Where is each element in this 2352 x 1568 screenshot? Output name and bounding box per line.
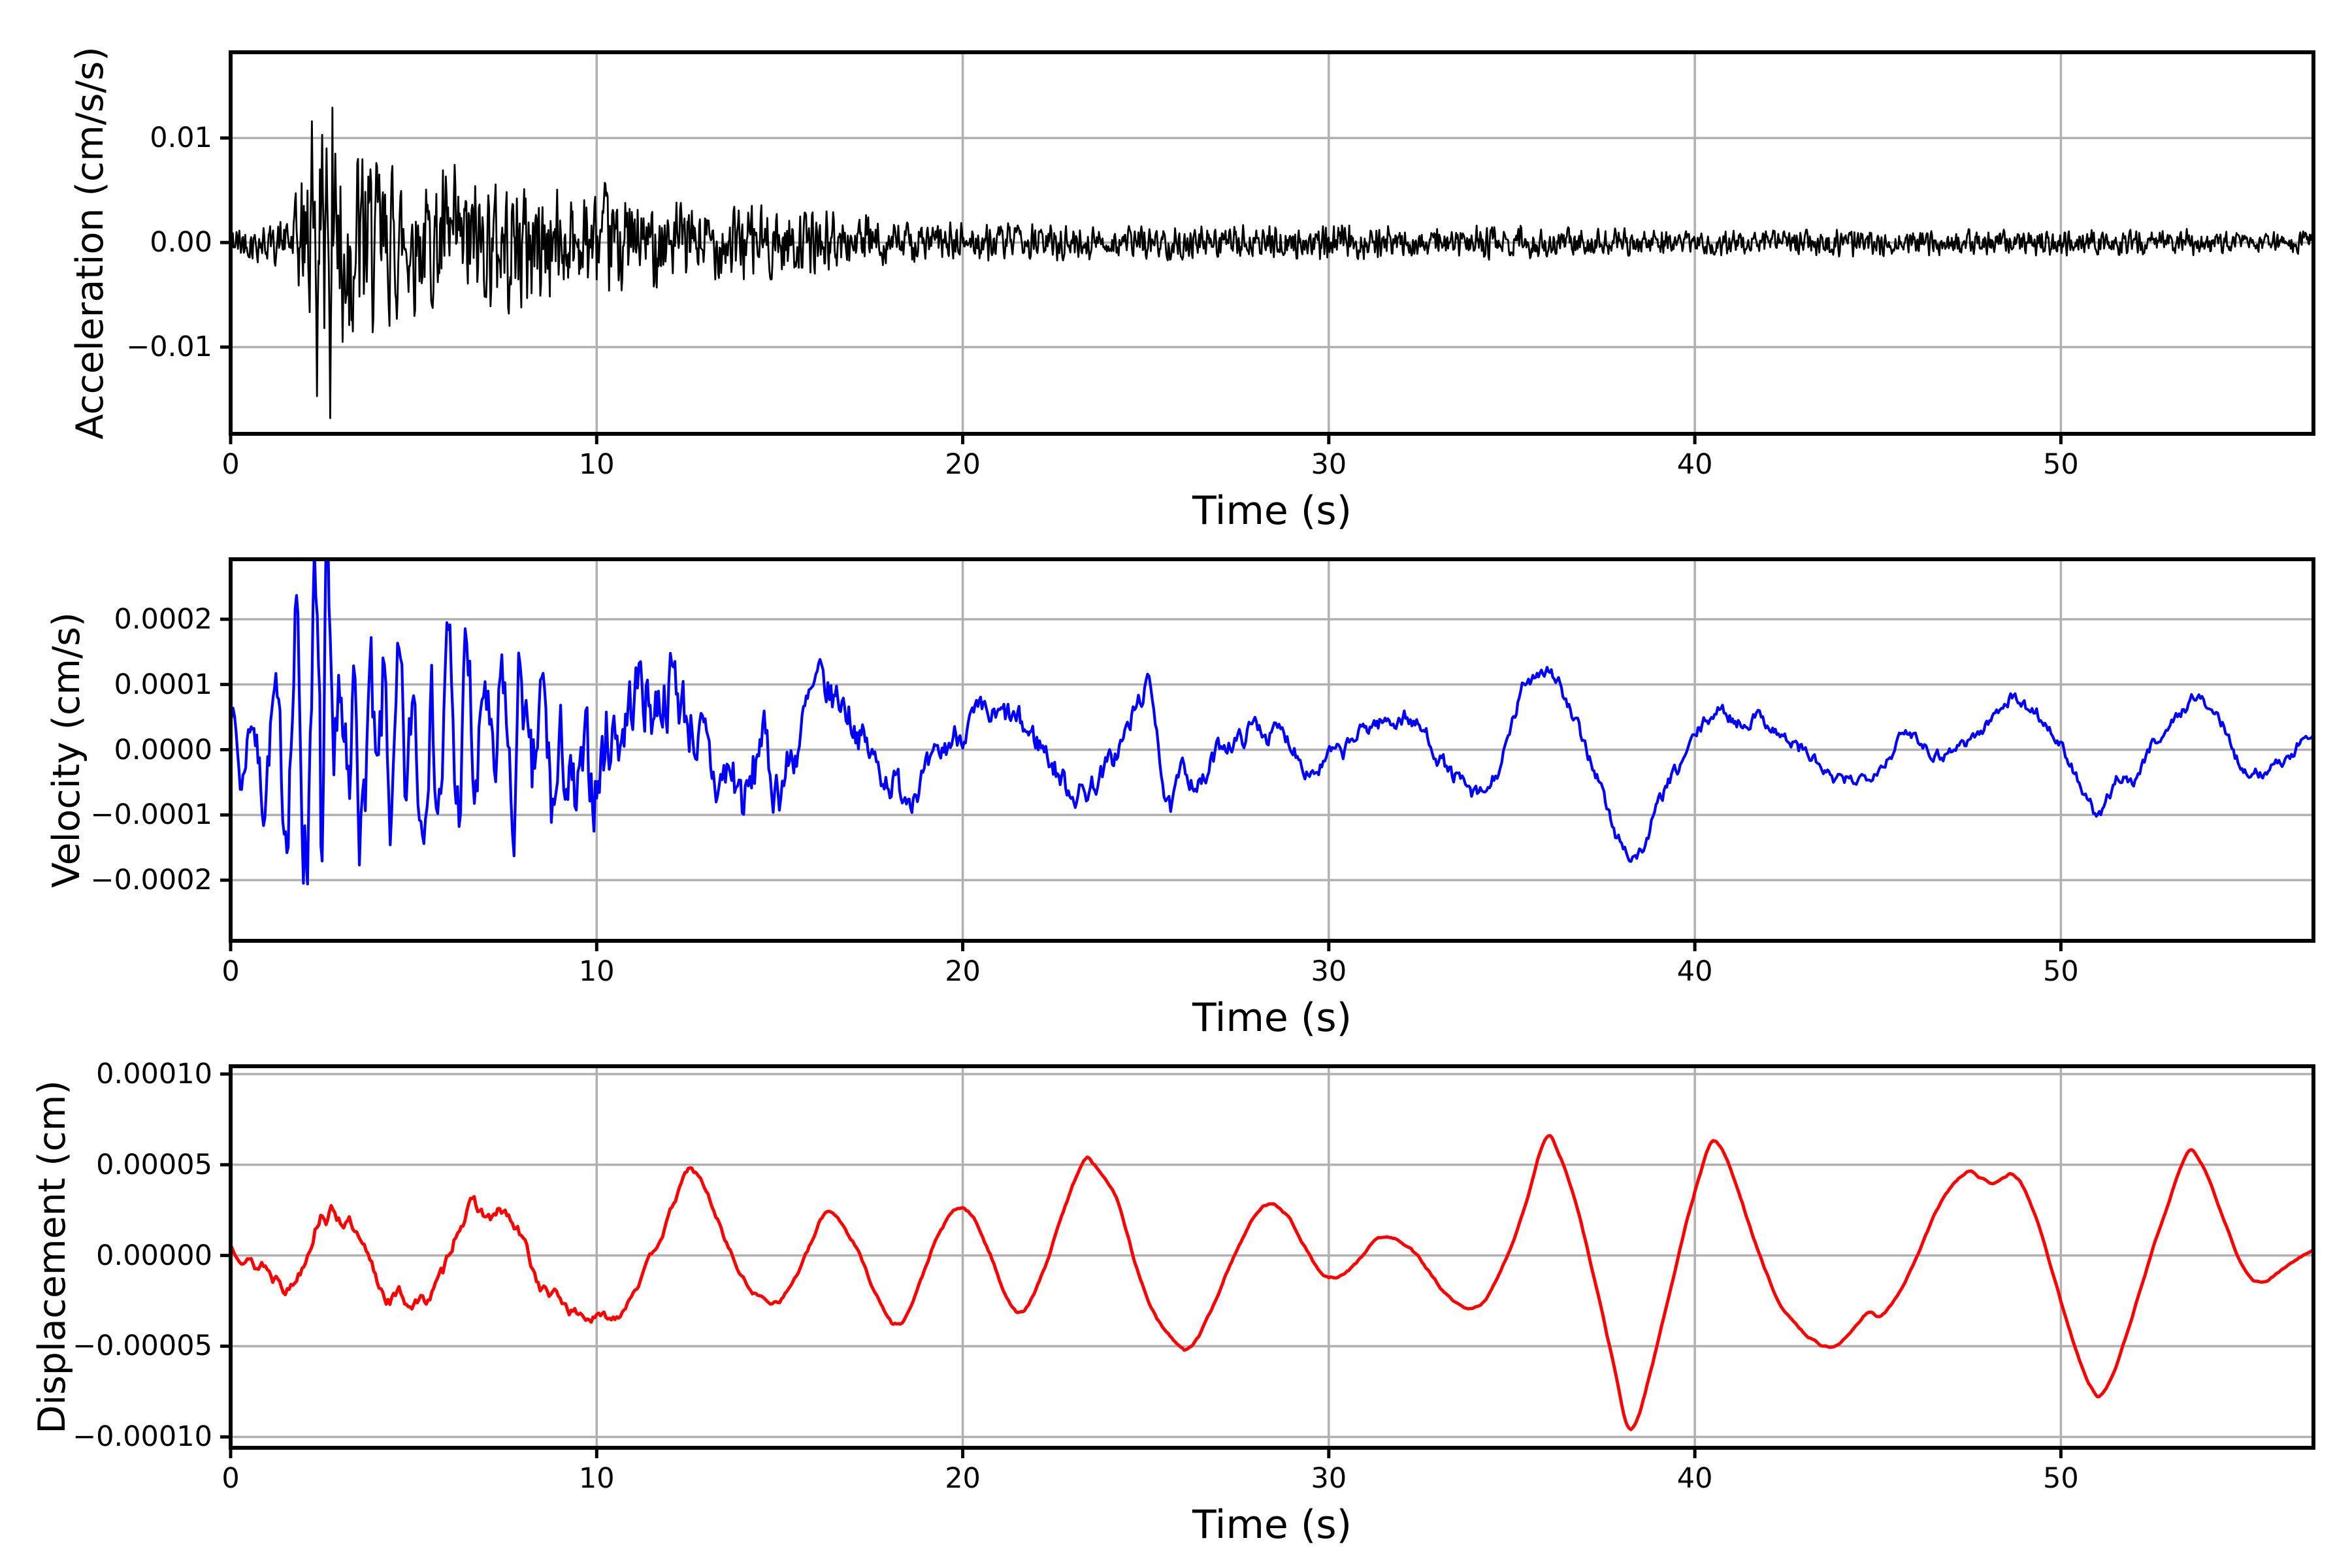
- x-tick-label: 30: [1311, 955, 1347, 988]
- x-tick-label: 50: [2043, 448, 2079, 481]
- acceleration-trace: [231, 106, 2313, 419]
- y-tick-label: −0.00010: [73, 1420, 212, 1454]
- velocity-x-axis-label: Time (s): [1192, 995, 1352, 1041]
- y-tick-label: 0.0001: [114, 668, 212, 701]
- x-tick-label: 20: [945, 955, 981, 988]
- y-tick-label: 0.0000: [114, 733, 212, 766]
- displacement-plot-border: [229, 1064, 2315, 1450]
- y-tick-label: −0.0002: [90, 864, 213, 897]
- y-tick-label: 0.00005: [96, 1148, 212, 1181]
- y-tick-label: 0.00010: [96, 1057, 212, 1090]
- displacement-trace: [231, 1134, 2313, 1431]
- velocity-subplot: [220, 557, 2315, 951]
- acceleration-subplot: [220, 50, 2315, 444]
- displacement-x-axis-label: Time (s): [1192, 1502, 1352, 1548]
- x-tick-label: 0: [221, 955, 240, 988]
- x-tick-label: 10: [578, 955, 615, 988]
- x-tick-label: 40: [1676, 955, 1713, 988]
- x-tick-label: 30: [1311, 1462, 1347, 1495]
- displacement-subplot: [220, 1064, 2315, 1458]
- y-tick-label: 0.0002: [114, 602, 212, 636]
- x-tick-label: 20: [945, 1462, 981, 1495]
- y-tick-label: 0.01: [150, 122, 212, 155]
- x-tick-label: 10: [578, 448, 615, 481]
- y-tick-label: 0.00000: [96, 1239, 212, 1272]
- x-tick-label: 10: [578, 1462, 615, 1495]
- acceleration-x-axis-label: Time (s): [1192, 488, 1352, 534]
- x-tick-label: 50: [2043, 955, 2079, 988]
- y-tick-label: 0.00: [150, 226, 212, 259]
- x-tick-label: 0: [221, 1462, 240, 1495]
- x-tick-label: 40: [1676, 448, 1713, 481]
- velocity-trace: [231, 559, 2313, 886]
- x-tick-label: 20: [945, 448, 981, 481]
- x-tick-label: 30: [1311, 448, 1347, 481]
- y-tick-label: −0.01: [126, 331, 212, 364]
- y-tick-label: −0.0001: [90, 798, 213, 832]
- y-tick-label: −0.00005: [73, 1330, 212, 1363]
- x-tick-label: 40: [1676, 1462, 1713, 1495]
- x-tick-label: 50: [2043, 1462, 2079, 1495]
- x-tick-label: 0: [221, 448, 240, 481]
